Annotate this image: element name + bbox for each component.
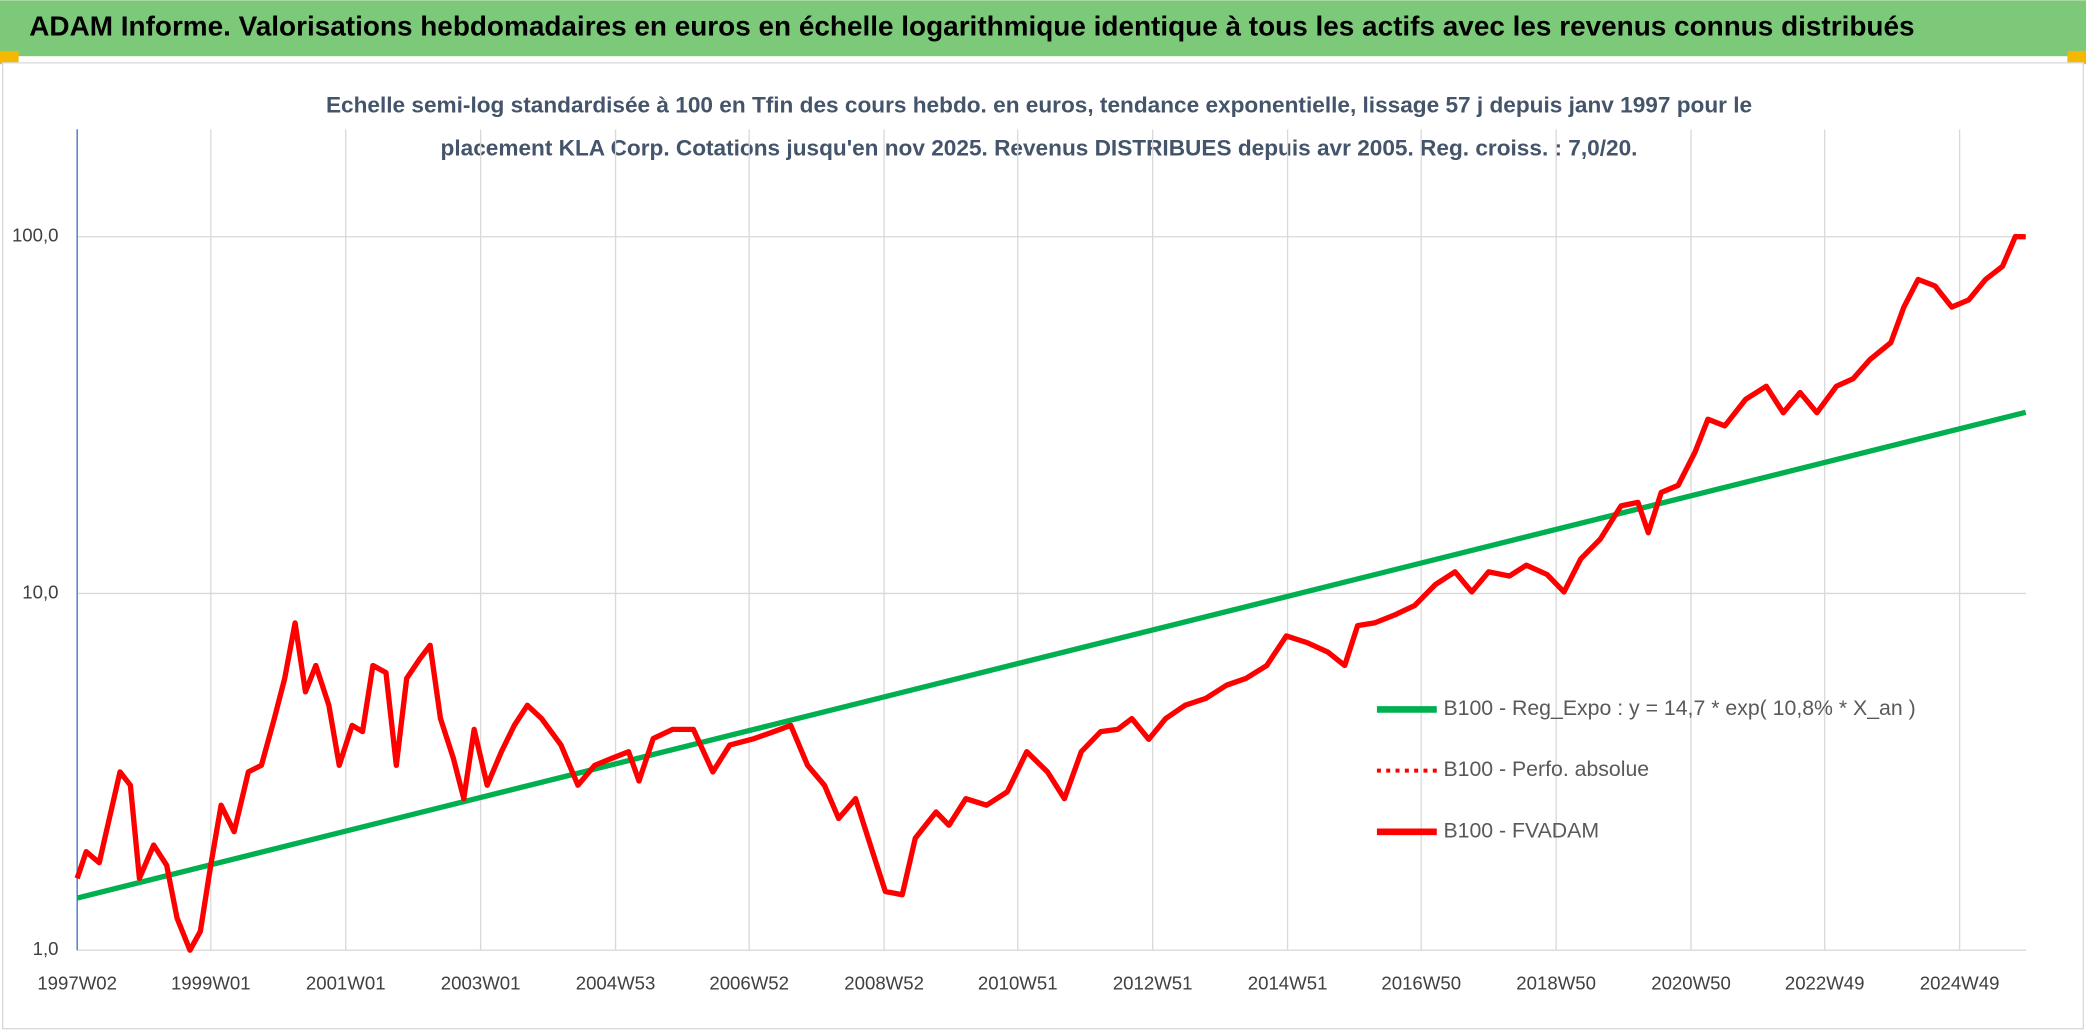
chart-title: placement KLA Corp. Cotations jusqu'en n… bbox=[441, 135, 1638, 160]
y-tick-label: 100,0 bbox=[12, 225, 59, 246]
corner-mark bbox=[0, 50, 19, 65]
x-tick-label: 2012W51 bbox=[1113, 973, 1193, 994]
header-bar bbox=[0, 0, 2086, 57]
x-tick-label: 2018W50 bbox=[1516, 973, 1596, 994]
series-line bbox=[74, 233, 2026, 953]
x-tick-label: 1999W01 bbox=[171, 973, 251, 994]
x-tick-label: 2001W01 bbox=[306, 973, 386, 994]
x-tick-label: 2006W52 bbox=[709, 973, 789, 994]
legend-label: B100 - Reg_Expo : y = 14,7 * exp( 10,8% … bbox=[1443, 696, 1915, 720]
corner-mark bbox=[2067, 50, 2086, 65]
x-tick-label: 2016W50 bbox=[1381, 973, 1461, 994]
series-line bbox=[76, 409, 2027, 901]
x-tick-label: 2003W01 bbox=[441, 973, 521, 994]
x-tick-label: 1997W02 bbox=[37, 973, 117, 994]
header-title: ADAM Informe. Valorisations hebdomadaire… bbox=[29, 11, 1914, 42]
x-tick-label: 2010W51 bbox=[978, 973, 1058, 994]
y-tick-label: 1,0 bbox=[33, 938, 59, 959]
y-tick-label: 10,0 bbox=[22, 581, 58, 602]
x-tick-label: 2022W49 bbox=[1785, 973, 1865, 994]
chart-title: Echelle semi-log standardisée à 100 en T… bbox=[326, 93, 1752, 118]
legend-label: B100 - Perfo. absolue bbox=[1443, 757, 1649, 781]
x-tick-label: 2014W51 bbox=[1248, 973, 1328, 994]
x-tick-label: 2004W53 bbox=[576, 973, 656, 994]
legend-label: B100 - FVADAM bbox=[1443, 818, 1599, 842]
x-tick-label: 2008W52 bbox=[844, 973, 924, 994]
x-tick-label: 2020W50 bbox=[1651, 973, 1731, 994]
chart-frame bbox=[1, 62, 2085, 1030]
x-tick-label: 2024W49 bbox=[1920, 973, 2000, 994]
plot: 1,0 10,0 100,0 1997W02 1999W01 2001W01 2003W01… bbox=[12, 129, 2027, 994]
